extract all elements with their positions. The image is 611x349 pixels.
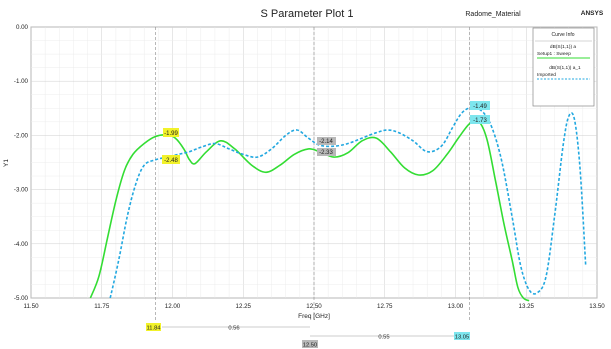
legend-entry-1-source: Setup1 : Sweep — [537, 51, 571, 57]
marker-delta-bar: 11.84 0.56 13.05 0.55 12.50 — [146, 323, 470, 349]
svg-text:-1.99: -1.99 — [164, 131, 178, 137]
marker-label-right-blue[interactable]: -1.49 — [470, 101, 490, 110]
marker-x-right: 13.05 — [455, 335, 470, 341]
legend-entry-1-expr: dB(S(1,1)) a — [550, 44, 576, 50]
series-line-imported[interactable] — [109, 106, 587, 299]
y-tick-label: -3.00 — [14, 187, 29, 194]
marker-label-center-green[interactable]: -2.33 — [317, 148, 336, 156]
x-tick-label: 13.25 — [519, 303, 535, 310]
y-tick-label: -1.00 — [14, 78, 29, 85]
svg-text:-1.49: -1.49 — [473, 104, 487, 110]
x-tick-label: 12.00 — [165, 303, 181, 310]
y-tick-labels: 0.00 -1.00 -2.00 -3.00 -4.00 -5.00 — [14, 24, 29, 302]
legend-entry-2-expr: dB(S(1,1)) a_1 — [549, 65, 581, 71]
svg-text:-2.48: -2.48 — [164, 158, 178, 164]
x-tick-label: 12.50 — [306, 303, 322, 310]
x-axis-label: Freq [GHz] — [298, 313, 330, 320]
chart-title: S Parameter Plot 1 — [261, 8, 354, 20]
marker-label-green-left[interactable]: -2.48 — [162, 155, 180, 164]
y-tick-label: -4.00 — [14, 241, 29, 248]
x-tick-label: 11.75 — [94, 303, 110, 310]
delta-left: 0.56 — [228, 326, 239, 332]
marker-x-center: 12.50 — [303, 343, 318, 349]
x-tick-label: 12.75 — [377, 303, 393, 310]
svg-text:-2.33: -2.33 — [319, 150, 333, 156]
x-tick-label: 12.25 — [236, 303, 252, 310]
legend-entry-2-source: Imported — [537, 72, 556, 78]
brand-logo: ANSYS — [581, 10, 604, 17]
marker-label-right-green[interactable]: -1.73 — [470, 115, 490, 124]
legend[interactable]: Curve Info dB(S(1,1)) a Setup1 : Sweep d… — [532, 27, 595, 107]
marker-x-left: 11.84 — [146, 326, 161, 332]
y-tick-label: 0.00 — [16, 24, 29, 31]
svg-text:-2.14: -2.14 — [319, 139, 333, 145]
y-tick-label: -5.00 — [14, 295, 29, 302]
svg-text:-1.73: -1.73 — [473, 118, 487, 124]
y-tick-label: -2.00 — [14, 132, 29, 139]
x-tick-labels: 11.50 11.75 12.00 12.25 12.50 12.75 13.00 13.25… — [23, 303, 605, 310]
x-tick-label: 11.50 — [23, 303, 39, 310]
delta-right: 0.55 — [378, 335, 389, 341]
x-tick-label: 13.00 — [448, 303, 464, 310]
marker-lines — [155, 27, 470, 320]
x-tick-label: 13.50 — [589, 303, 605, 310]
project-name: Radome_Material — [465, 11, 521, 18]
y-axis-label: Y1 — [3, 159, 10, 167]
marker-label-green-peak[interactable]: -1.99 — [163, 128, 179, 137]
marker-label-center-blue[interactable]: -2.14 — [317, 137, 336, 145]
legend-heading: Curve Info — [551, 32, 574, 38]
